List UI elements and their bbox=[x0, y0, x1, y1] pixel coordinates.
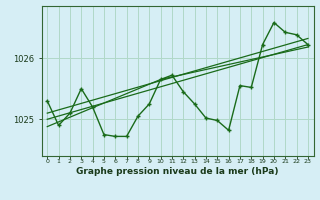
X-axis label: Graphe pression niveau de la mer (hPa): Graphe pression niveau de la mer (hPa) bbox=[76, 167, 279, 176]
